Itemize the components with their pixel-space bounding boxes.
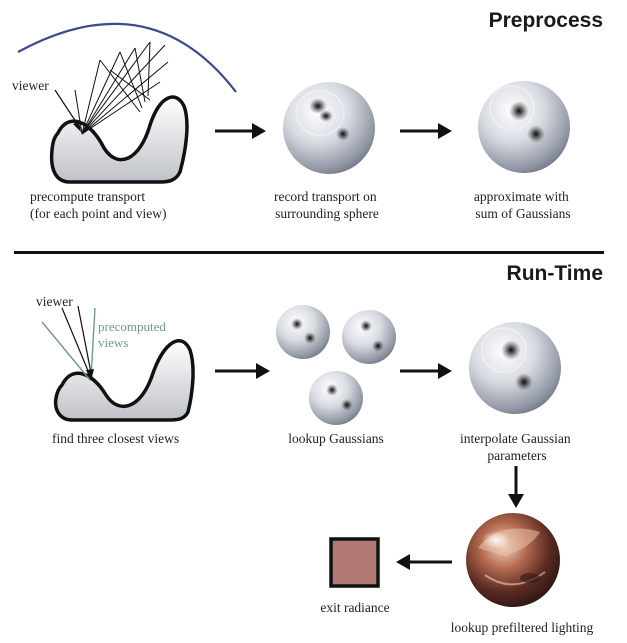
caption-precompute-transport: precompute transport (for each point and… — [30, 189, 166, 221]
caption-prefiltered-lighting: lookup prefiltered lighting — [451, 620, 594, 635]
viewer-arrowhead-preprocess — [73, 121, 81, 132]
viewer-ray-preprocess — [54, 89, 81, 129]
label-line: views — [98, 335, 128, 350]
precomputed-view-ray-2 — [90, 307, 96, 379]
caption-find-closest-views: find three closest views — [52, 431, 179, 446]
runtime-arrowhead — [86, 369, 94, 381]
viewer-label-preprocess: viewer — [12, 78, 49, 93]
caption-interpolate-gaussian: interpolate Gaussian parameters — [460, 431, 574, 463]
transport-rays — [74, 41, 169, 135]
surface-shape-runtime — [53, 339, 195, 422]
sphere-sum-of-gaussians — [478, 81, 570, 173]
lookup-sphere-3 — [309, 371, 363, 425]
exit-radiance-swatch — [329, 537, 380, 588]
preprocess-heading: Preprocess — [489, 9, 603, 32]
caption-line: record transport on — [274, 189, 377, 204]
lookup-sphere-1 — [276, 305, 330, 359]
caption-approximate-gaussians: approximate with sum of Gaussians — [474, 189, 572, 221]
caption-line: (for each point and view) — [30, 206, 166, 221]
sphere-arc — [17, 22, 237, 93]
lookup-sphere-2 — [342, 310, 396, 364]
surface-shape-preprocess — [49, 95, 189, 184]
caption-line: surrounding sphere — [275, 206, 379, 221]
arrow-down-head — [508, 494, 524, 508]
section-divider — [14, 251, 604, 254]
runtime-heading: Run-Time — [507, 262, 603, 285]
sphere-interpolated-gaussians — [469, 322, 561, 414]
viewer-ray-runtime-2 — [77, 305, 93, 379]
caption-line: interpolate Gaussian — [460, 431, 571, 446]
prefiltered-lighting-sphere — [466, 513, 560, 607]
arrow-pre-1-head — [252, 123, 266, 139]
precomputed-view-ray-1 — [41, 321, 91, 381]
arrow-rt-2-head — [438, 363, 452, 379]
arrow-pre-2-head — [438, 123, 452, 139]
arrow-left-head — [396, 554, 410, 570]
caption-lookup-gaussians: lookup Gaussians — [288, 431, 384, 446]
caption-line: parameters — [487, 448, 546, 463]
caption-line: precompute transport — [30, 189, 145, 204]
caption-record-transport: record transport on surrounding sphere — [274, 189, 380, 221]
caption-line: approximate with — [474, 189, 569, 204]
precomputed-views-label: precomputed views — [98, 319, 169, 350]
sphere-recorded-transport — [283, 82, 375, 174]
arrow-rt-1-head — [256, 363, 270, 379]
viewer-ray-runtime-1 — [61, 307, 92, 379]
viewer-label-runtime: viewer — [36, 294, 73, 309]
label-line: precomputed — [98, 319, 166, 334]
caption-line: sum of Gaussians — [475, 206, 570, 221]
caption-exit-radiance: exit radiance — [320, 600, 389, 615]
